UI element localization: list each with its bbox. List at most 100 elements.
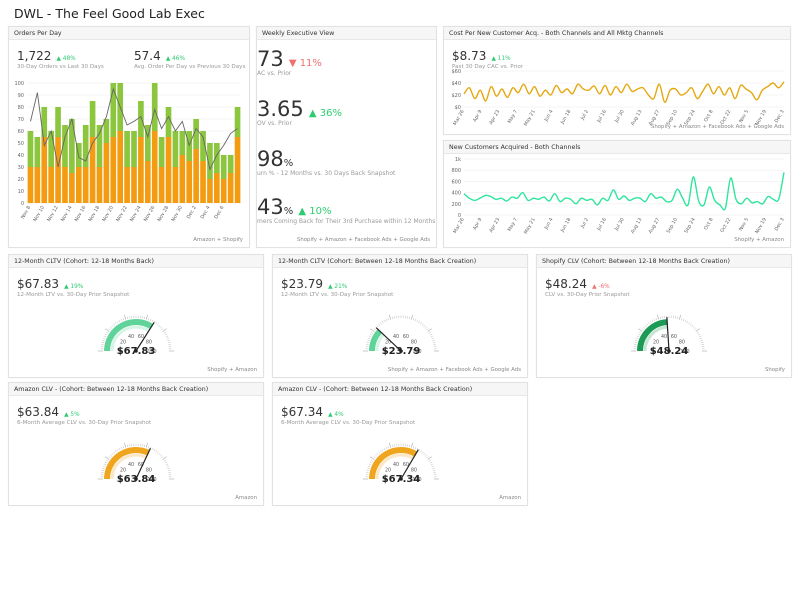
gauge-tick — [163, 459, 167, 462]
gauge-tick — [370, 328, 375, 332]
cac-x-tick: May 7 — [507, 109, 519, 125]
gauge-tick — [427, 456, 432, 460]
orders-bar-amazon — [34, 167, 41, 203]
gauge-tick — [161, 456, 164, 459]
gauge-3-sub: 6-Month Average CLV vs. 30-Day Prior Sna… — [17, 420, 152, 426]
orders-bar-shopify — [69, 119, 75, 173]
gauge-scale-label: 60 — [403, 462, 409, 468]
gauge-tick — [428, 459, 432, 462]
orders-bar-shopify — [124, 131, 130, 167]
cac-card-header: Cost Per New Customer Acq. - Both Channe… — [444, 27, 790, 40]
gauge-tick — [391, 316, 394, 320]
newcust-card-header: New Customers Acquired - Both Channels — [444, 141, 790, 154]
gauge-0-value: $67.83 — [17, 277, 59, 291]
orders-kpi1-value: 1,722 — [17, 49, 52, 63]
newcust-x-tick: Mar 26 — [452, 217, 466, 234]
gauge-tick — [102, 467, 105, 470]
gauge-needle-hub — [667, 349, 671, 353]
gauge-tick — [103, 335, 107, 338]
gauge-tick — [113, 451, 116, 454]
gauge-card-3: Amazon CLV - (Cohort: Between 12-18 Mont… — [8, 382, 264, 506]
orders-card-header: Orders Per Day — [9, 27, 249, 40]
newcust-x-tick: Oct 8 — [703, 217, 715, 231]
gauge-tick — [381, 448, 384, 452]
gauge-tick — [638, 331, 642, 334]
gauge-tick — [653, 318, 656, 322]
gauge-2-value: $48.24 — [545, 277, 587, 291]
gauge-tick — [145, 314, 149, 320]
newcust-x-tick: Jul 2 — [579, 217, 590, 230]
gauge-tick — [145, 442, 149, 448]
gauge-tick — [692, 326, 696, 329]
gauge-tick — [143, 444, 146, 448]
gauge-tick — [426, 456, 429, 459]
gauge-tick — [149, 318, 152, 322]
newcust-x-tick: May 21 — [523, 217, 537, 235]
orders-bar-amazon — [131, 167, 137, 203]
orders-bar-shopify — [55, 107, 61, 137]
gauge-tick — [102, 337, 106, 340]
gauge-scale-label: 20 — [120, 468, 126, 474]
gauge-inner-arc — [375, 333, 385, 352]
orders-bar-amazon — [41, 137, 48, 203]
gauge-scale-label: 0 — [118, 349, 121, 355]
gauge-2-sub: CLV vs. 30-Day Prior Snapshot — [545, 292, 630, 298]
cac-x-tick: Jul 2 — [579, 109, 590, 122]
orders-bar-amazon — [172, 167, 179, 203]
orders-kpi1-sub: 30-Day Orders vs Last 30 Days — [17, 64, 104, 70]
gauge-tick — [118, 319, 121, 323]
orders-x-tick: Dec 4 — [200, 205, 212, 220]
gauge-tick — [162, 456, 167, 460]
gauge-tick — [432, 339, 435, 342]
orders-bar-shopify — [193, 119, 199, 149]
newcust-y-tick: 200 — [451, 202, 461, 208]
gauge-tick — [418, 320, 421, 324]
gauge-scale-label: 0 — [651, 349, 654, 355]
gauge-tick — [151, 447, 154, 451]
gauge-tick — [430, 463, 434, 466]
gauge-0-delta: ▲ 19% — [64, 284, 84, 290]
gauge-needle-hub — [134, 477, 138, 481]
gauge-scale-label: 100 — [412, 349, 421, 355]
newcust-x-tick: Apr 9 — [472, 217, 484, 231]
gauge-tick — [370, 456, 375, 460]
gauge-tick — [369, 333, 373, 336]
orders-y-tick: 30 — [18, 165, 24, 171]
weekly-r1-sub: AC vs. Prior — [257, 70, 292, 77]
gauge-tick — [644, 324, 647, 328]
orders-x-tick: Nov 16 — [74, 205, 88, 223]
gauge-tick — [431, 337, 435, 340]
gauge-tick — [383, 447, 386, 451]
orders-bar-shopify — [207, 143, 213, 179]
gauge-tick — [429, 333, 433, 336]
cac-value: $8.73 — [452, 49, 487, 63]
gauge-scale-label: 80 — [679, 340, 685, 346]
orders-y-tick: 0 — [21, 201, 24, 207]
gauge-scale-label: 40 — [393, 334, 399, 340]
gauge-scale-label: 100 — [147, 477, 156, 483]
gauge-scale-label: 0 — [118, 477, 121, 483]
gauge-tick — [655, 317, 658, 321]
gauge-tick — [374, 454, 378, 457]
orders-bar-shopify — [151, 83, 158, 131]
orders-bar-amazon — [96, 167, 103, 203]
gauge-tick — [158, 452, 161, 456]
gauge-tick — [116, 448, 119, 452]
orders-bar-shopify — [214, 143, 220, 173]
orders-x-tick: Nov 12 — [46, 205, 60, 223]
gauge-1-delta: ▲ 21% — [328, 284, 348, 290]
gauge-tick — [383, 319, 386, 323]
orders-bar-shopify — [158, 137, 165, 167]
gauge-center-value: $48.24 — [650, 346, 689, 357]
newcust-x-tick: Nov 19 — [754, 217, 768, 235]
cac-delta: ▲ 11% — [491, 56, 511, 62]
gauge-tick — [428, 331, 432, 334]
orders-bar-shopify — [48, 131, 54, 167]
gauge-tick — [376, 324, 379, 328]
weekly-r1-value: 73 — [257, 47, 284, 71]
gauge-tick — [424, 454, 428, 457]
gauge-tick — [412, 445, 415, 449]
gauge-tick — [368, 463, 372, 466]
